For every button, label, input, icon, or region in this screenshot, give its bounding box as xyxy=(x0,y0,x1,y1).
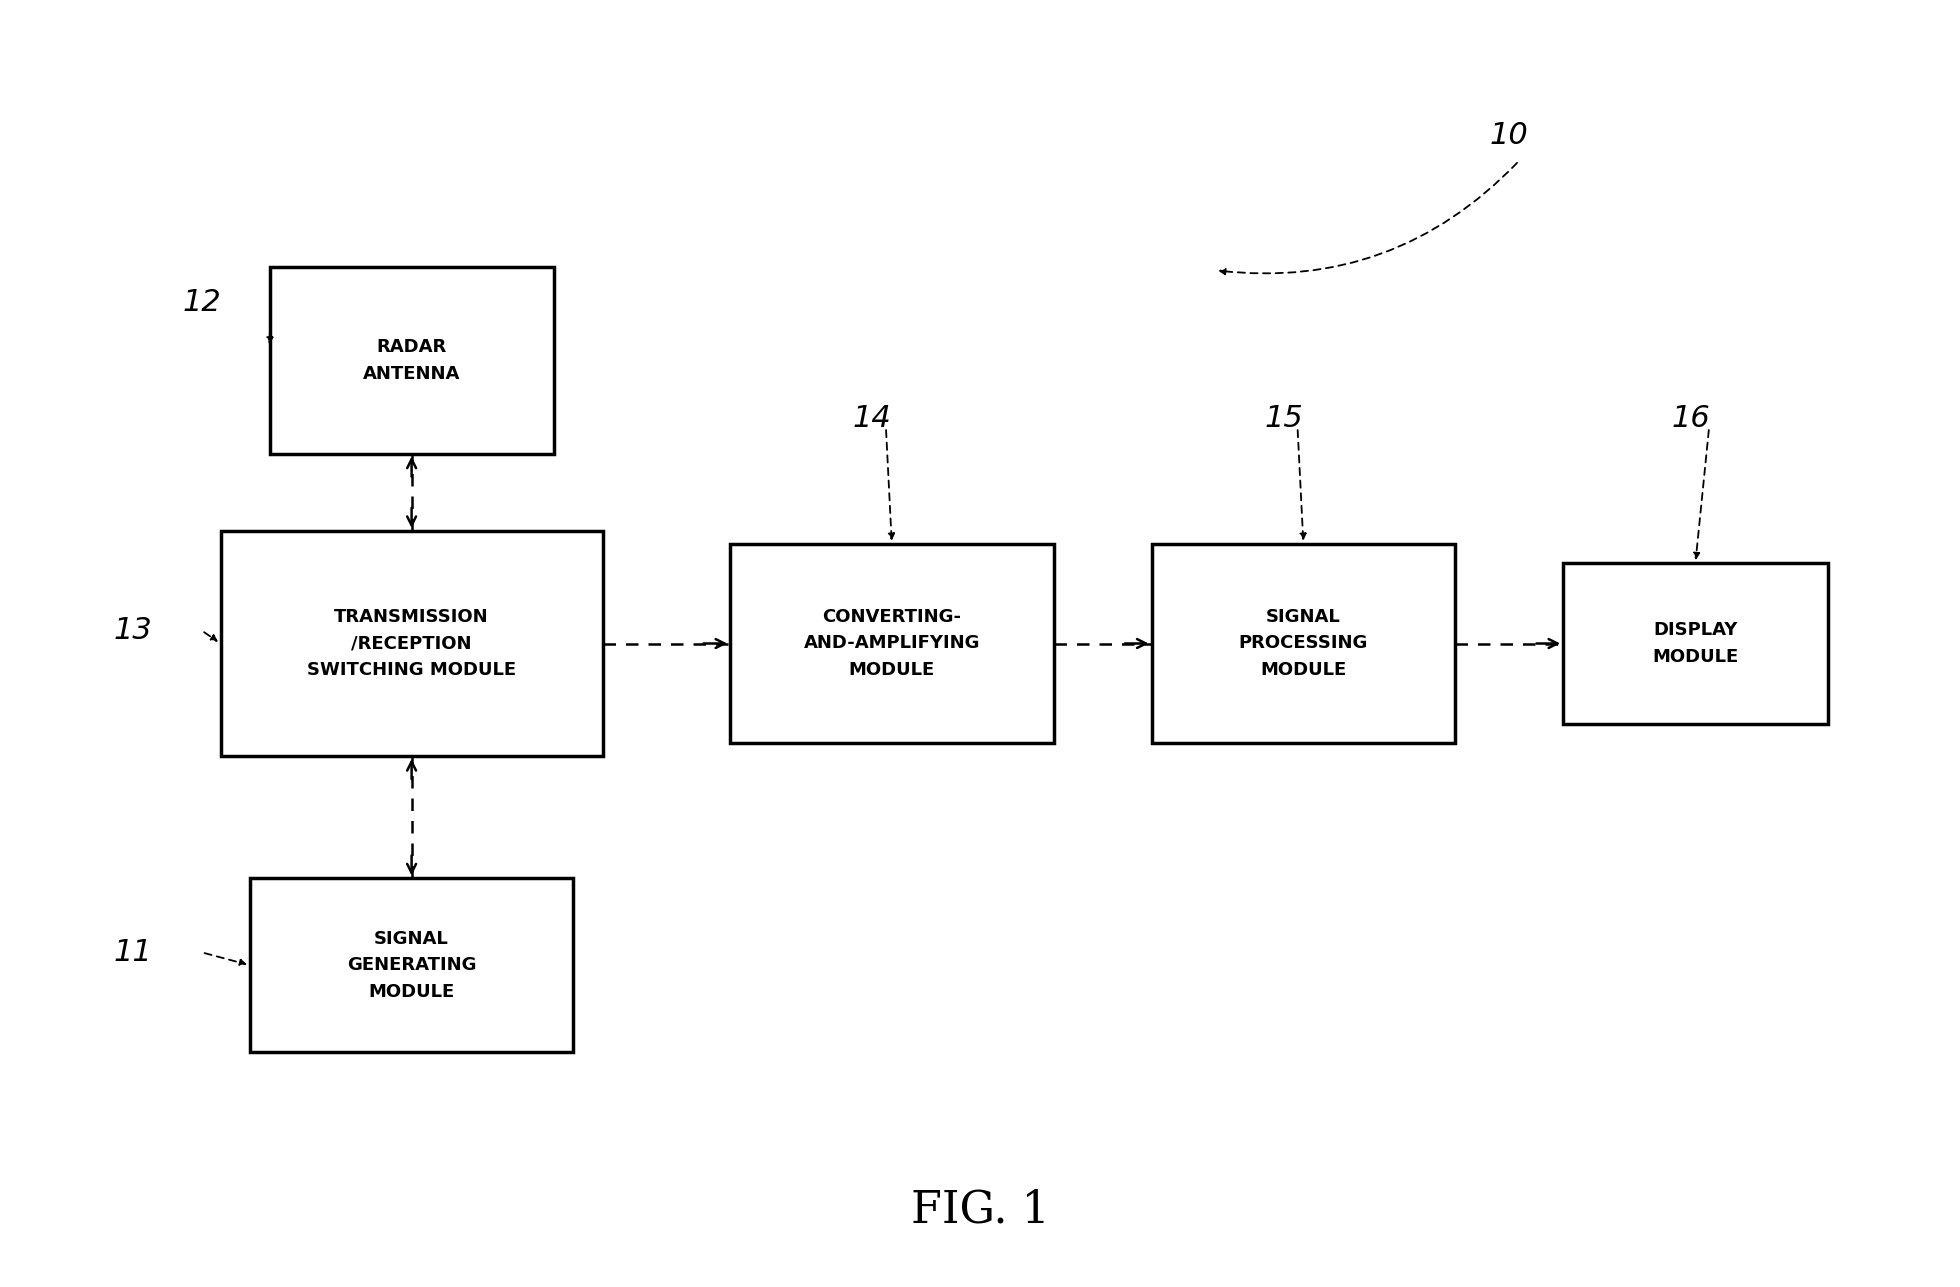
Bar xyxy=(251,878,572,1053)
Bar xyxy=(1152,543,1454,744)
Text: SIGNAL
GENERATING
MODULE: SIGNAL GENERATING MODULE xyxy=(347,929,476,1001)
Text: 13: 13 xyxy=(114,616,153,645)
Bar xyxy=(729,543,1054,744)
Text: CONVERTING-
AND-AMPLIFYING
MODULE: CONVERTING- AND-AMPLIFYING MODULE xyxy=(804,607,980,680)
Text: 16: 16 xyxy=(1672,404,1711,432)
Text: 12: 12 xyxy=(182,288,221,317)
Text: FIG. 1: FIG. 1 xyxy=(911,1188,1049,1232)
Text: TRANSMISSION
/RECEPTION
SWITCHING MODULE: TRANSMISSION /RECEPTION SWITCHING MODULE xyxy=(308,607,515,680)
Text: 15: 15 xyxy=(1264,404,1303,432)
Text: DISPLAY
MODULE: DISPLAY MODULE xyxy=(1652,622,1739,665)
Text: 11: 11 xyxy=(114,938,153,967)
Bar xyxy=(220,532,604,757)
Text: RADAR
ANTENNA: RADAR ANTENNA xyxy=(363,338,461,382)
Text: SIGNAL
PROCESSING
MODULE: SIGNAL PROCESSING MODULE xyxy=(1239,607,1368,680)
Bar xyxy=(1564,564,1827,723)
Text: 14: 14 xyxy=(853,404,892,432)
Bar xyxy=(270,268,553,454)
Text: 10: 10 xyxy=(1490,121,1529,149)
